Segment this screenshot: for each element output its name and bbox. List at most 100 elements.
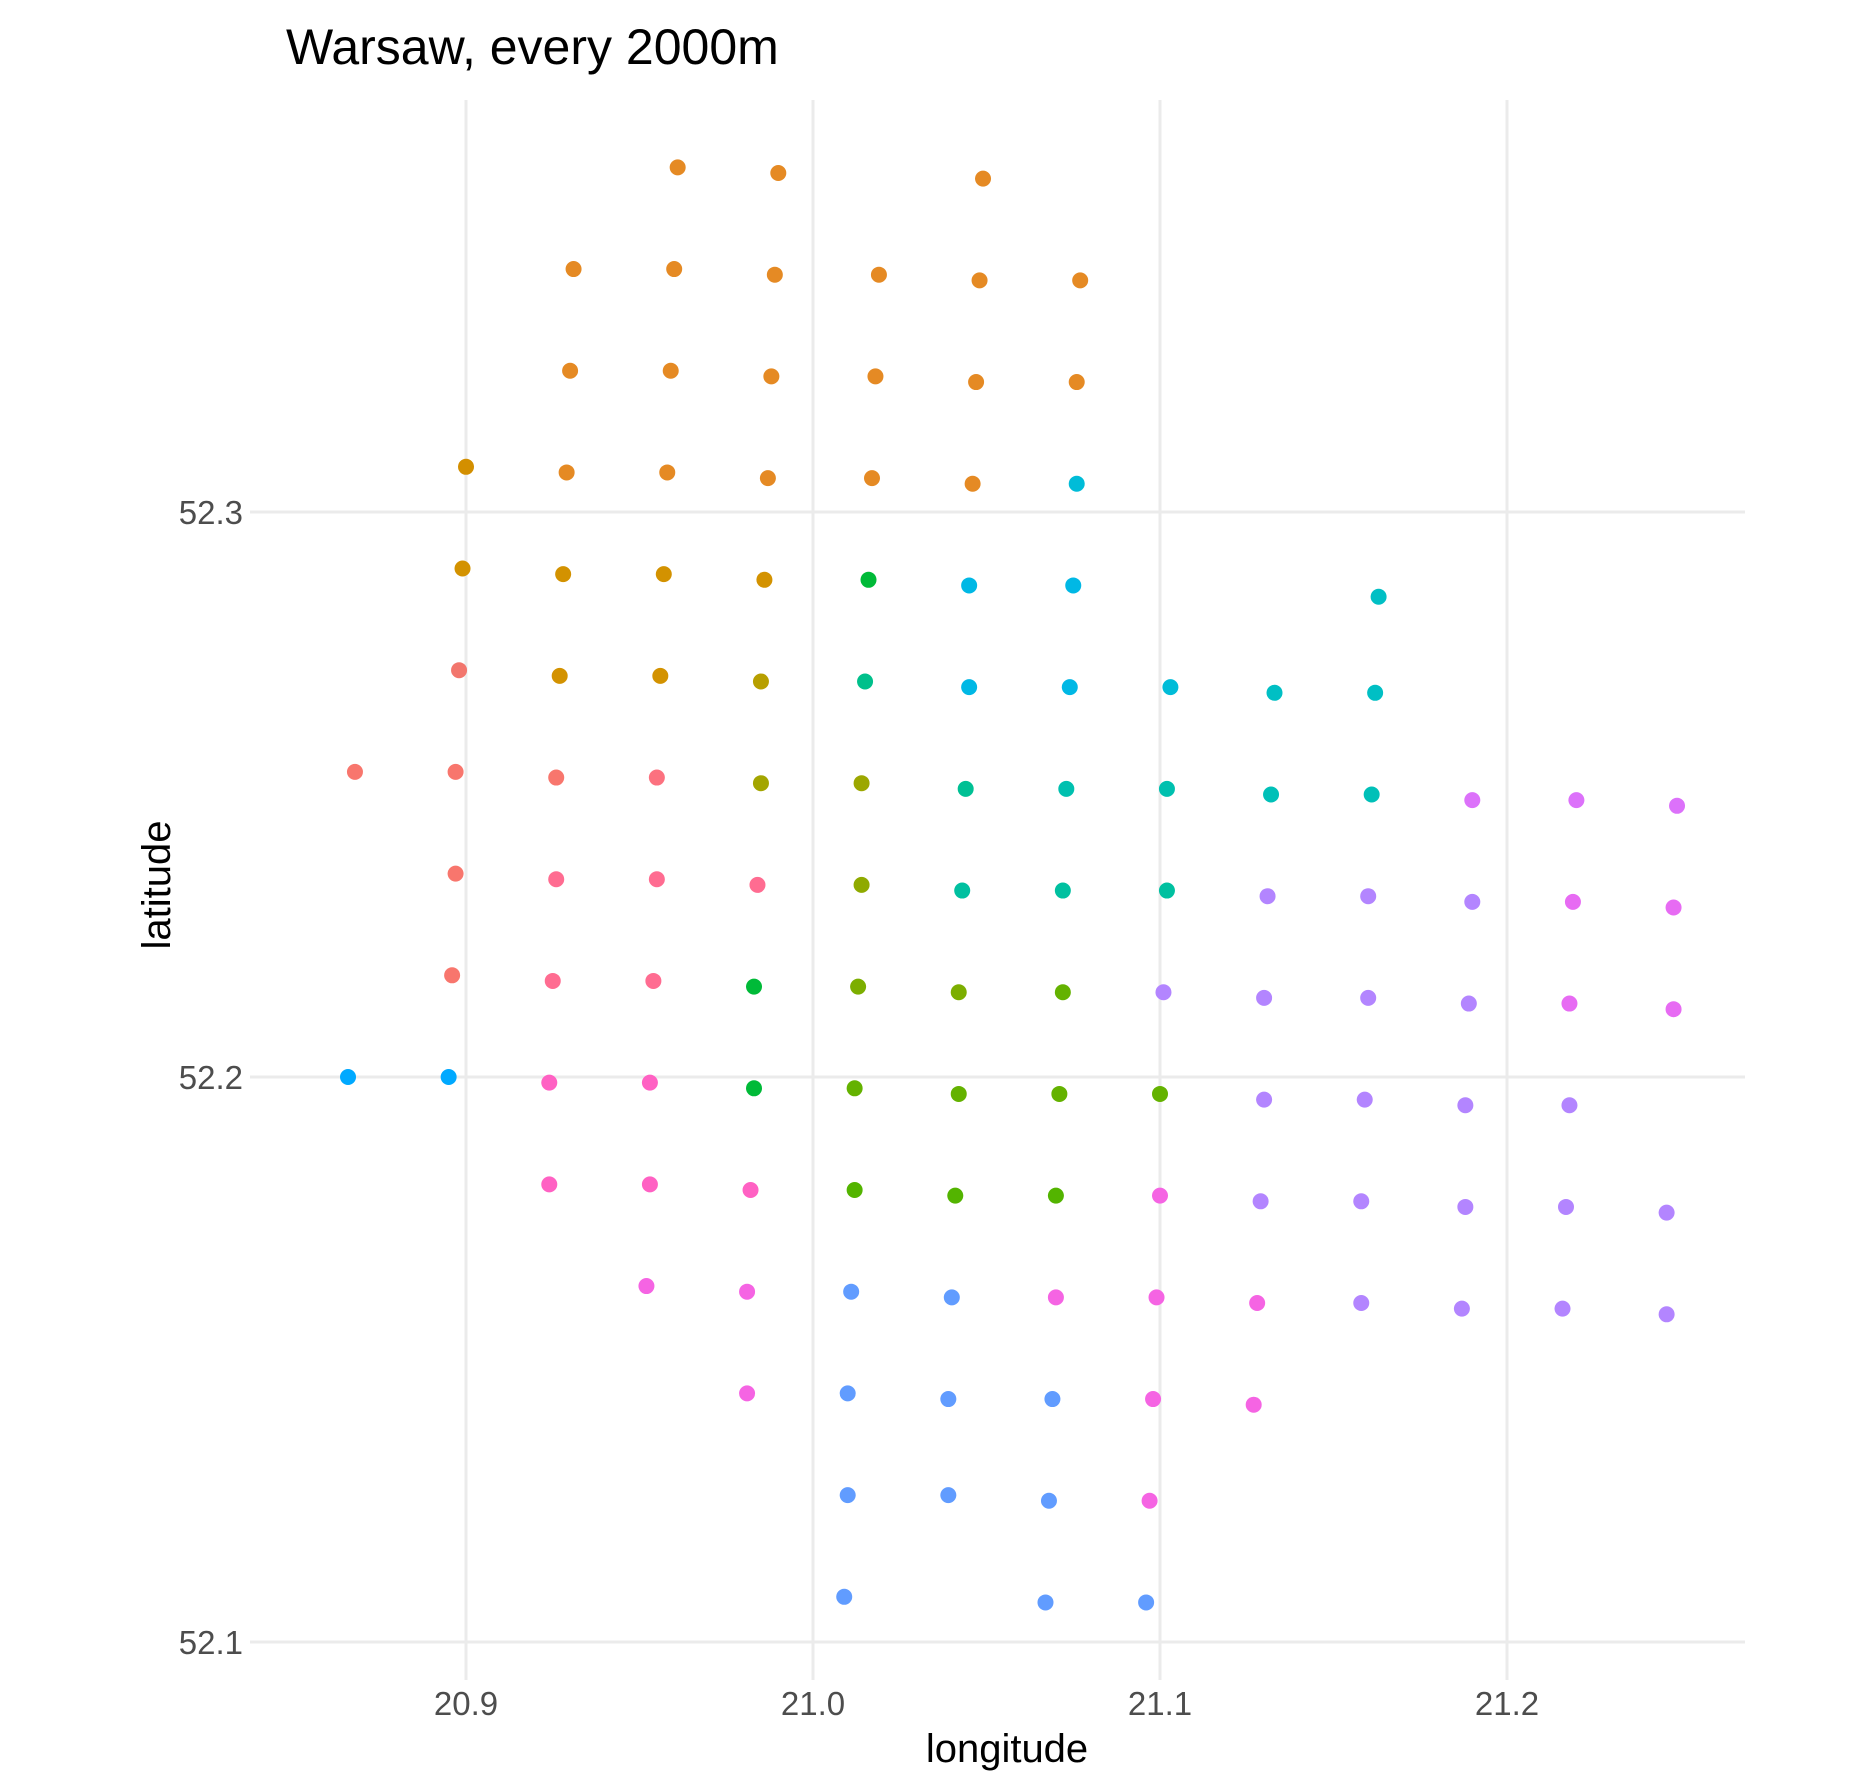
data-point [1047,1289,1064,1306]
data-point [766,266,783,283]
data-point [853,775,870,792]
data-point [770,165,787,181]
data-point [451,662,468,679]
data-point [742,1182,759,1198]
data-point [850,978,867,995]
data-point [1658,1204,1675,1221]
data-point [565,261,582,278]
data-point [1162,679,1179,696]
data-point [1363,786,1380,803]
data-point [1058,780,1075,797]
data-point [1360,888,1377,905]
data-point [954,882,971,899]
data-point [1158,780,1175,797]
data-point [1457,1198,1474,1215]
data-point [541,1176,558,1193]
data-point [447,865,464,882]
data-point [659,464,676,481]
data-point [940,1391,957,1408]
data-point [641,1074,658,1091]
x-tick-label: 21.2 [1475,1685,1539,1722]
data-point [562,362,579,379]
data-point [1360,989,1377,1006]
data-point [638,1278,655,1295]
data-point [975,170,992,187]
data-point [1554,1300,1571,1317]
data-point [971,272,988,289]
data-point [1072,272,1089,289]
data-point [961,679,978,696]
x-tick-label: 21.0 [781,1685,845,1722]
x-tick-label: 21.1 [1128,1685,1192,1722]
data-point [444,967,461,984]
data-point [1040,1492,1057,1509]
data-point [652,667,669,684]
data-point [867,368,884,385]
data-point [1152,1187,1168,1204]
data-point [662,362,679,379]
data-point [1037,1594,1054,1611]
data-point [853,876,870,893]
data-point [1155,984,1172,1001]
y-tick-label: 52.3 [179,494,243,531]
data-point [548,769,565,786]
data-point [669,159,686,176]
data-point [1457,1097,1474,1114]
data-point [1152,1085,1168,1102]
data-point [548,871,565,888]
data-point [440,1069,457,1085]
data-point [447,763,464,780]
data-point [947,1187,964,1204]
data-point [846,1182,863,1198]
x-axis-title: longitude [926,1727,1088,1771]
data-point [1148,1289,1165,1306]
data-point [1370,588,1387,605]
data-point [860,571,877,588]
data-point [943,1289,960,1306]
y-tick-label: 52.1 [179,1624,243,1661]
data-point [666,261,683,278]
chart-title: Warsaw, every 2000m [286,19,779,75]
data-point [1464,792,1481,809]
data-point [1051,1085,1068,1102]
data-point [1669,797,1686,814]
data-point [1138,1594,1155,1611]
data-point [839,1487,856,1504]
data-point [1256,989,1273,1006]
data-point [1249,1295,1266,1311]
data-point [1557,1198,1574,1215]
x-tick-label: 20.9 [434,1685,498,1722]
data-point [940,1487,957,1504]
data-point [961,577,978,594]
data-point [1245,1396,1262,1413]
data-point [1259,888,1276,905]
data-point [1568,792,1585,809]
data-point [950,984,967,1001]
data-point [1141,1492,1158,1509]
data-point [655,566,672,583]
data-point [1561,1097,1578,1114]
data-point [1044,1391,1061,1408]
data-point [968,374,985,391]
data-point [1665,1001,1682,1018]
data-point [1061,679,1078,696]
data-point [648,871,665,888]
data-point [1353,1295,1370,1311]
data-point [1564,893,1581,910]
data-point [346,763,363,780]
data-point [1256,1091,1273,1108]
data-point [839,1385,856,1402]
data-point [843,1283,860,1300]
data-point [1047,1187,1064,1204]
data-point [454,560,471,577]
data-points [340,159,1686,1611]
data-point [1658,1306,1675,1323]
x-axis-ticks: 20.9 21.0 21.1 21.2 [434,1685,1539,1722]
data-point [870,266,887,283]
y-axis-ticks: 52.1 52.2 52.3 [179,494,243,1661]
data-point [763,368,780,385]
data-point [1145,1391,1162,1408]
data-point [1054,984,1071,1001]
